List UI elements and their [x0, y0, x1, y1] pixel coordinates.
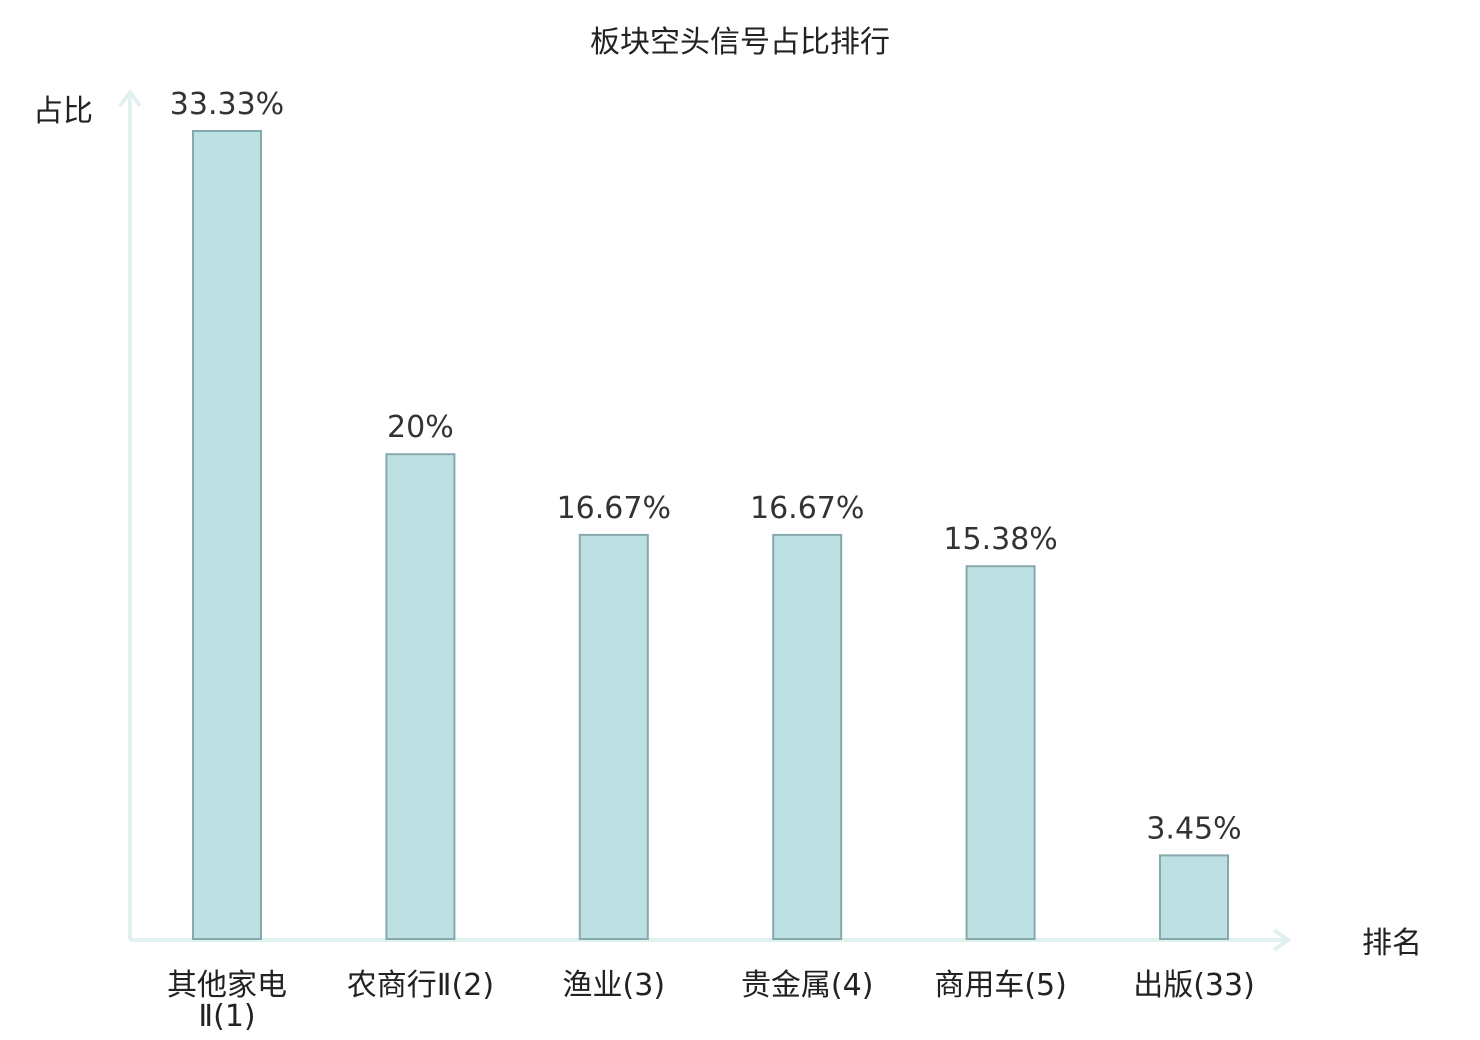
chart-title: 板块空头信号占比排行 [590, 25, 890, 60]
value-labels: 33.33% 20% 16.67% 16.67% 15.38% 3.45% [170, 87, 1242, 846]
x-axis-arrow [1272, 928, 1292, 952]
x-axis-label: 排名 [1362, 926, 1422, 961]
bar [385, 453, 456, 940]
category-label: 贵金属(4) [741, 968, 874, 1003]
value-label: 33.33% [170, 87, 284, 122]
bar [578, 533, 649, 941]
y-axis-label: 占比 [33, 94, 93, 129]
bar [1159, 854, 1229, 941]
axes: 占比 排名 [33, 88, 1422, 961]
category-label: 农商行Ⅱ(2) [347, 968, 494, 1003]
bar [965, 565, 1036, 940]
category-label: 出版(33) [1133, 968, 1255, 1003]
bar [192, 130, 262, 940]
category-label: 其他家电 [167, 968, 287, 1003]
category-label: 商用车(5) [934, 968, 1067, 1003]
value-label: 20% [387, 410, 454, 445]
y-axis-arrow [118, 88, 142, 108]
value-label: 15.38% [943, 522, 1057, 557]
bars [192, 130, 1229, 941]
category-label: 渔业(3) [563, 968, 666, 1003]
category-rank-label: Ⅱ(1) [198, 999, 255, 1034]
bar [772, 533, 843, 941]
value-label: 16.67% [557, 491, 671, 526]
value-label: 16.67% [750, 491, 864, 526]
value-label: 3.45% [1146, 811, 1241, 846]
